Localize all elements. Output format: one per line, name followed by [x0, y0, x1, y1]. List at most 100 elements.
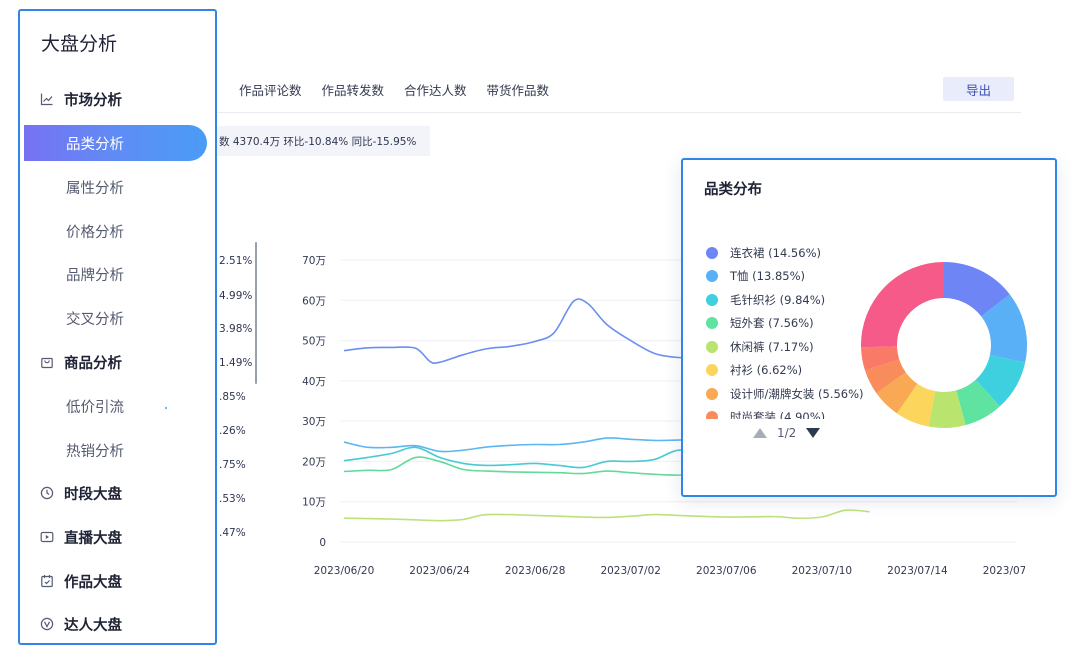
category-legend: 连衣裙 (14.56%) T恤 (13.85%) 毛针织衫 (9.84%) 短外套 (…	[706, 241, 876, 419]
export-button[interactable]: 导出	[943, 77, 1014, 101]
sidebar-item-label: 价格分析	[66, 224, 124, 241]
sidebar-item-market[interactable]: 市场分析	[20, 81, 207, 117]
legend-item[interactable]: 时尚套装 (4.90%)	[706, 406, 876, 419]
legend-item[interactable]: 衬衫 (6.62%)	[706, 359, 876, 383]
tab-sales-works[interactable]: 带货作品数	[486, 83, 550, 98]
indicator-dot	[165, 407, 167, 409]
legend-label: 短外套 (7.56%)	[730, 316, 814, 331]
legend-color-dot	[706, 387, 718, 400]
x-tick-label: 2023/06/28	[505, 565, 566, 577]
legend-color-dot	[706, 340, 718, 353]
tab-comments[interactable]: 作品评论数	[239, 83, 302, 98]
sidebar-item-creator[interactable]: 达人大盘	[20, 606, 207, 642]
donut-slice[interactable]	[861, 262, 944, 348]
sidebar-title: 大盘分析	[41, 33, 118, 55]
line-chart-icon	[40, 92, 54, 106]
y-tick-label: 50万	[302, 336, 326, 348]
tab-creators[interactable]: 合作达人数	[404, 83, 467, 98]
percentage-value: 2.51%	[219, 255, 253, 267]
legend-item[interactable]: 休闲裤 (7.17%)	[706, 335, 876, 359]
legend-color-dot	[706, 364, 718, 377]
y-tick-label: 60万	[302, 295, 326, 307]
sidebar-item-label: 作品大盘	[64, 574, 122, 591]
sidebar-item-label: 商品分析	[64, 355, 122, 372]
donut-slice[interactable]	[944, 262, 1010, 317]
percentage-value: .75%	[219, 459, 246, 471]
donut-slice[interactable]	[981, 294, 1027, 363]
page-down-arrow-icon[interactable]	[806, 428, 821, 438]
percentage-value: 3.98%	[219, 323, 253, 335]
clock-icon	[40, 486, 54, 500]
sidebar-item-category[interactable]: 品类分析	[24, 125, 207, 161]
list-scrollbar[interactable]	[255, 242, 257, 384]
y-tick-label: 30万	[302, 416, 326, 428]
sidebar-item-label: 直播大盘	[64, 530, 122, 547]
y-tick-label: 70万	[302, 255, 326, 267]
donut-slice[interactable]	[864, 359, 906, 394]
page-up-arrow-icon[interactable]	[753, 428, 767, 438]
legend-color-dot	[706, 411, 718, 419]
legend-color-dot	[706, 246, 718, 259]
sidebar-item-label: 热销分析	[66, 443, 124, 460]
legend-label: T恤 (13.85%)	[730, 269, 806, 284]
donut-slice[interactable]	[928, 390, 966, 428]
donut-slice[interactable]	[956, 379, 1000, 426]
y-tick-label: 20万	[302, 456, 326, 468]
percentage-value: .47%	[219, 527, 246, 539]
percentage-value: .53%	[219, 493, 246, 505]
x-tick-label: 2023/07/06	[696, 565, 757, 577]
legend-item[interactable]: 短外套 (7.56%)	[706, 312, 876, 336]
sidebar-item-label: 时段大盘	[64, 486, 122, 503]
legend-item[interactable]: 设计师/潮牌女装 (5.56%)	[706, 382, 876, 406]
shopping-bag-icon	[40, 355, 54, 369]
popup-title: 品类分布	[704, 182, 762, 198]
legend-item[interactable]: T恤 (13.85%)	[706, 265, 876, 289]
x-tick-label: 2023/06/24	[409, 565, 470, 577]
tab-shares[interactable]: 作品转发数	[321, 83, 385, 98]
metric-tabs: 作品评论数 作品转发数 合作达人数 带货作品数	[239, 80, 569, 99]
calendar-icon	[40, 574, 54, 588]
donut-slice[interactable]	[896, 383, 936, 427]
legend-label: 休闲裤 (7.17%)	[730, 339, 814, 354]
video-play-icon	[40, 530, 54, 544]
x-tick-label: 2023/07/10	[792, 565, 853, 577]
legend-label: 连衣裙 (14.56%)	[730, 245, 821, 260]
sidebar-item-live[interactable]: 直播大盘	[20, 519, 207, 555]
sidebar-item-label: 品类分析	[66, 136, 124, 153]
legend-pager: 1/2	[753, 426, 821, 440]
sidebar-item-product[interactable]: 商品分析	[20, 344, 207, 380]
legend-label: 设计师/潮牌女装 (5.56%)	[730, 386, 864, 401]
sidebar-item-price[interactable]: 价格分析	[20, 213, 207, 249]
percentage-value: 4.99%	[219, 290, 253, 302]
legend-label: 时尚套装 (4.90%)	[730, 410, 826, 419]
legend-item[interactable]: 毛针织衫 (9.84%)	[706, 288, 876, 312]
legend-label: 毛针织衫 (9.84%)	[730, 292, 826, 307]
legend-color-dot	[706, 293, 718, 306]
sidebar-item-time[interactable]: 时段大盘	[20, 475, 207, 511]
donut-slice[interactable]	[876, 372, 918, 414]
donut-slice[interactable]	[975, 354, 1026, 407]
y-tick-label: 0	[319, 537, 326, 549]
sidebar-item-label: 品牌分析	[66, 267, 124, 284]
sidebar-item-cross[interactable]: 交叉分析	[20, 300, 207, 336]
x-tick-label: 2023/06/20	[314, 565, 375, 577]
sidebar-item-low-price[interactable]: 低价引流	[20, 388, 207, 424]
badge-v-icon	[40, 617, 54, 631]
donut-slice[interactable]	[861, 346, 900, 371]
legend-color-dot	[706, 270, 718, 283]
sidebar-item-label: 达人大盘	[64, 617, 122, 634]
sidebar-item-label: 交叉分析	[66, 311, 124, 328]
legend-item[interactable]: 连衣裙 (14.56%)	[706, 241, 876, 265]
legend-color-dot	[706, 317, 718, 330]
sidebar: 大盘分析 市场分析品类分析属性分析价格分析品牌分析交叉分析商品分析低价引流热销分…	[18, 9, 217, 645]
category-donut-chart	[861, 262, 1027, 428]
sidebar-item-attribute[interactable]: 属性分析	[20, 169, 207, 205]
sidebar-item-label: 低价引流	[66, 399, 124, 416]
sidebar-item-label: 属性分析	[66, 180, 124, 197]
x-tick-label: 2023/07/02	[600, 565, 661, 577]
legend-label: 衬衫 (6.62%)	[730, 363, 803, 378]
sidebar-item-hot-sale[interactable]: 热销分析	[20, 432, 207, 468]
sidebar-item-works[interactable]: 作品大盘	[20, 563, 207, 599]
sidebar-item-brand[interactable]: 品牌分析	[20, 256, 207, 292]
category-distribution-popup: 品类分布 连衣裙 (14.56%) T恤 (13.85%) 毛针织衫 (9.84%)…	[681, 158, 1057, 497]
